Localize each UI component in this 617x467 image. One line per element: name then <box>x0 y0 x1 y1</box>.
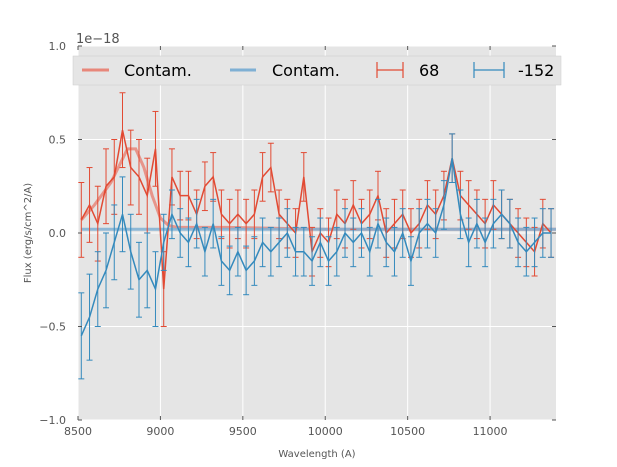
y-tick-label: −1.0 <box>39 414 66 427</box>
x-tick-label: 11000 <box>473 425 508 438</box>
y-tick-label: 0.5 <box>49 134 67 147</box>
legend-label: Contam. <box>272 61 340 80</box>
x-tick-label: 9500 <box>229 425 257 438</box>
series-line <box>80 158 552 337</box>
legend-label: -152 <box>518 61 554 80</box>
x-axis-label: Wavelength (A) <box>278 449 355 460</box>
ticks: 8500 9000 9500 10000 10500 11000 −1.0 −0.5 0.0 0.… <box>39 40 556 438</box>
legend-label: 68 <box>419 61 439 80</box>
series--152 <box>78 133 555 380</box>
legend-label: Contam. <box>124 61 192 80</box>
y-tick-label: −0.5 <box>39 321 66 334</box>
series-line <box>80 129 552 290</box>
offset-label: 1e−18 <box>76 32 120 47</box>
legend-swatch-errorbar-blue <box>473 62 505 78</box>
x-tick-label: 9000 <box>146 425 174 438</box>
y-tick-label: 0.0 <box>49 227 67 240</box>
y-axis-label: Flux (erg/s/cm^2/A) <box>23 183 34 283</box>
x-tick-label: 10500 <box>390 425 425 438</box>
x-tick-label: 8500 <box>64 425 92 438</box>
data-series <box>78 92 555 380</box>
legend-swatch-errorbar-red <box>376 62 404 78</box>
legend: Contam. Contam. 68 -152 <box>72 55 562 86</box>
y-tick-label: 1.0 <box>49 40 67 53</box>
x-tick-label: 10000 <box>308 425 343 438</box>
